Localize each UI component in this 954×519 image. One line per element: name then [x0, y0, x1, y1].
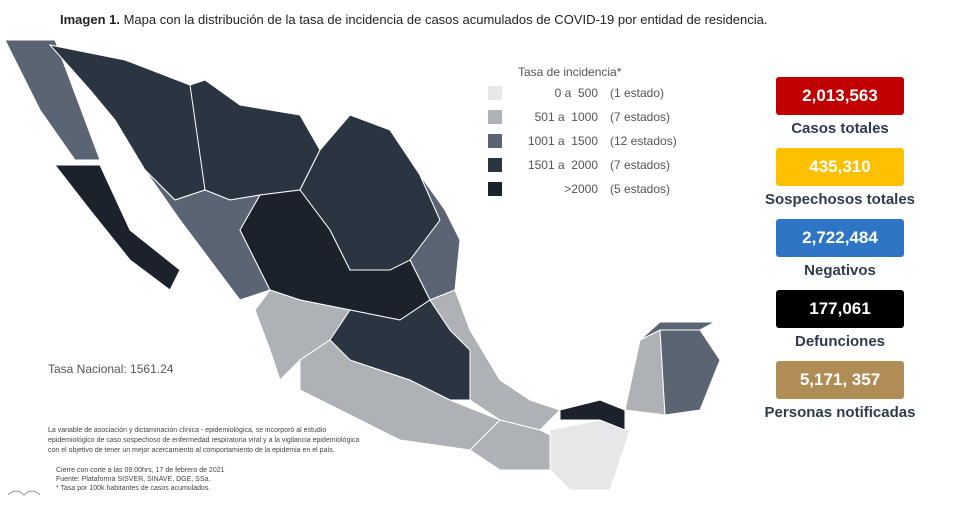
stat-value: 177,061 [776, 290, 904, 328]
footer: Cierre con corte a las 09:00hrs, 17 de f… [56, 466, 225, 493]
stat: 177,061 Defunciones [740, 290, 940, 350]
legend-swatch [488, 158, 502, 172]
legend-swatch [488, 86, 502, 100]
region [659, 329, 721, 416]
region [624, 329, 666, 416]
legend-range: 1001 a 1500 [527, 134, 598, 148]
legend-range: 501 a 1000 [534, 110, 598, 124]
region [429, 289, 561, 431]
stat-label: Personas notificadas [764, 404, 916, 421]
header-title: Mapa con la distribución de la tasa de i… [123, 12, 768, 27]
region [559, 399, 626, 431]
legend-range: 1501 a 2000 [527, 158, 598, 172]
note-line: con el objetivo de tener un mejor acerca… [48, 447, 335, 454]
legend: Tasa de incidencia* 0 a 500 (1 estado) 501… [488, 65, 677, 201]
header: Imagen 1. Mapa con la distribución de la… [60, 12, 767, 27]
region [53, 164, 181, 291]
region [549, 419, 631, 491]
stat-label: Defunciones [794, 333, 885, 350]
stat-value: 435,310 [776, 148, 904, 186]
stats: 2,013,563 Casos totales 435,310 Sospechosos… [740, 77, 940, 432]
region [4, 39, 101, 161]
legend-item: >2000 (5 estados) [488, 177, 677, 201]
footer-line: Fuente: Plataforma SISVER, SINAVE, DGE, … [56, 476, 211, 483]
note-line: epidemiológico de caso sospechoso de enf… [48, 437, 360, 444]
footer-line: * Tasa por 100k habitantes de casos acum… [56, 485, 211, 492]
stat-label: Casos totales [791, 120, 889, 137]
legend-count: (12 estados) [610, 134, 677, 148]
stat-value: 2,722,484 [776, 219, 904, 257]
legend-count: (7 estados) [610, 158, 671, 172]
legend-item: 1501 a 2000 (7 estados) [488, 153, 677, 177]
legend-swatch [488, 134, 502, 148]
legend-title: Tasa de incidencia* [518, 65, 622, 79]
footer-line: Cierre con corte a las 09:00hrs, 17 de f… [56, 467, 225, 474]
legend-range: >2000 [564, 182, 598, 196]
national-rate: Tasa Nacional: 1561.24 [48, 362, 174, 376]
logo [7, 490, 41, 496]
legend-item: 1001 a 1500 (12 estados) [488, 129, 677, 153]
notes: La variable de asociación y dictaminació… [48, 426, 359, 456]
region [639, 321, 716, 341]
stat-value: 2,013,563 [776, 77, 904, 115]
legend-item: 0 a 500 (1 estado) [488, 81, 677, 105]
stat: 435,310 Sospechosos totales [740, 148, 940, 208]
legend-swatch [488, 182, 502, 196]
legend-count: (1 estado) [610, 86, 665, 100]
region [189, 79, 321, 201]
legend-count: (5 estados) [610, 182, 671, 196]
map [4, 39, 721, 496]
stat: 2,013,563 Casos totales [740, 77, 940, 137]
header-label: Imagen 1. [60, 12, 120, 27]
stat: 2,722,484 Negativos [740, 219, 940, 279]
note-line: La variable de asociación y dictaminació… [48, 427, 327, 434]
stat-label: Sospechosos totales [764, 191, 916, 208]
legend-swatch [488, 110, 502, 124]
stat-value: 5,171, 357 [776, 361, 904, 399]
legend-range: 0 a 500 [554, 86, 598, 100]
legend-item: 501 a 1000 (7 estados) [488, 105, 677, 129]
stat: 5,171, 357 Personas notificadas [740, 361, 940, 421]
legend-count: (7 estados) [610, 110, 671, 124]
stat-label: Negativos [804, 262, 876, 279]
